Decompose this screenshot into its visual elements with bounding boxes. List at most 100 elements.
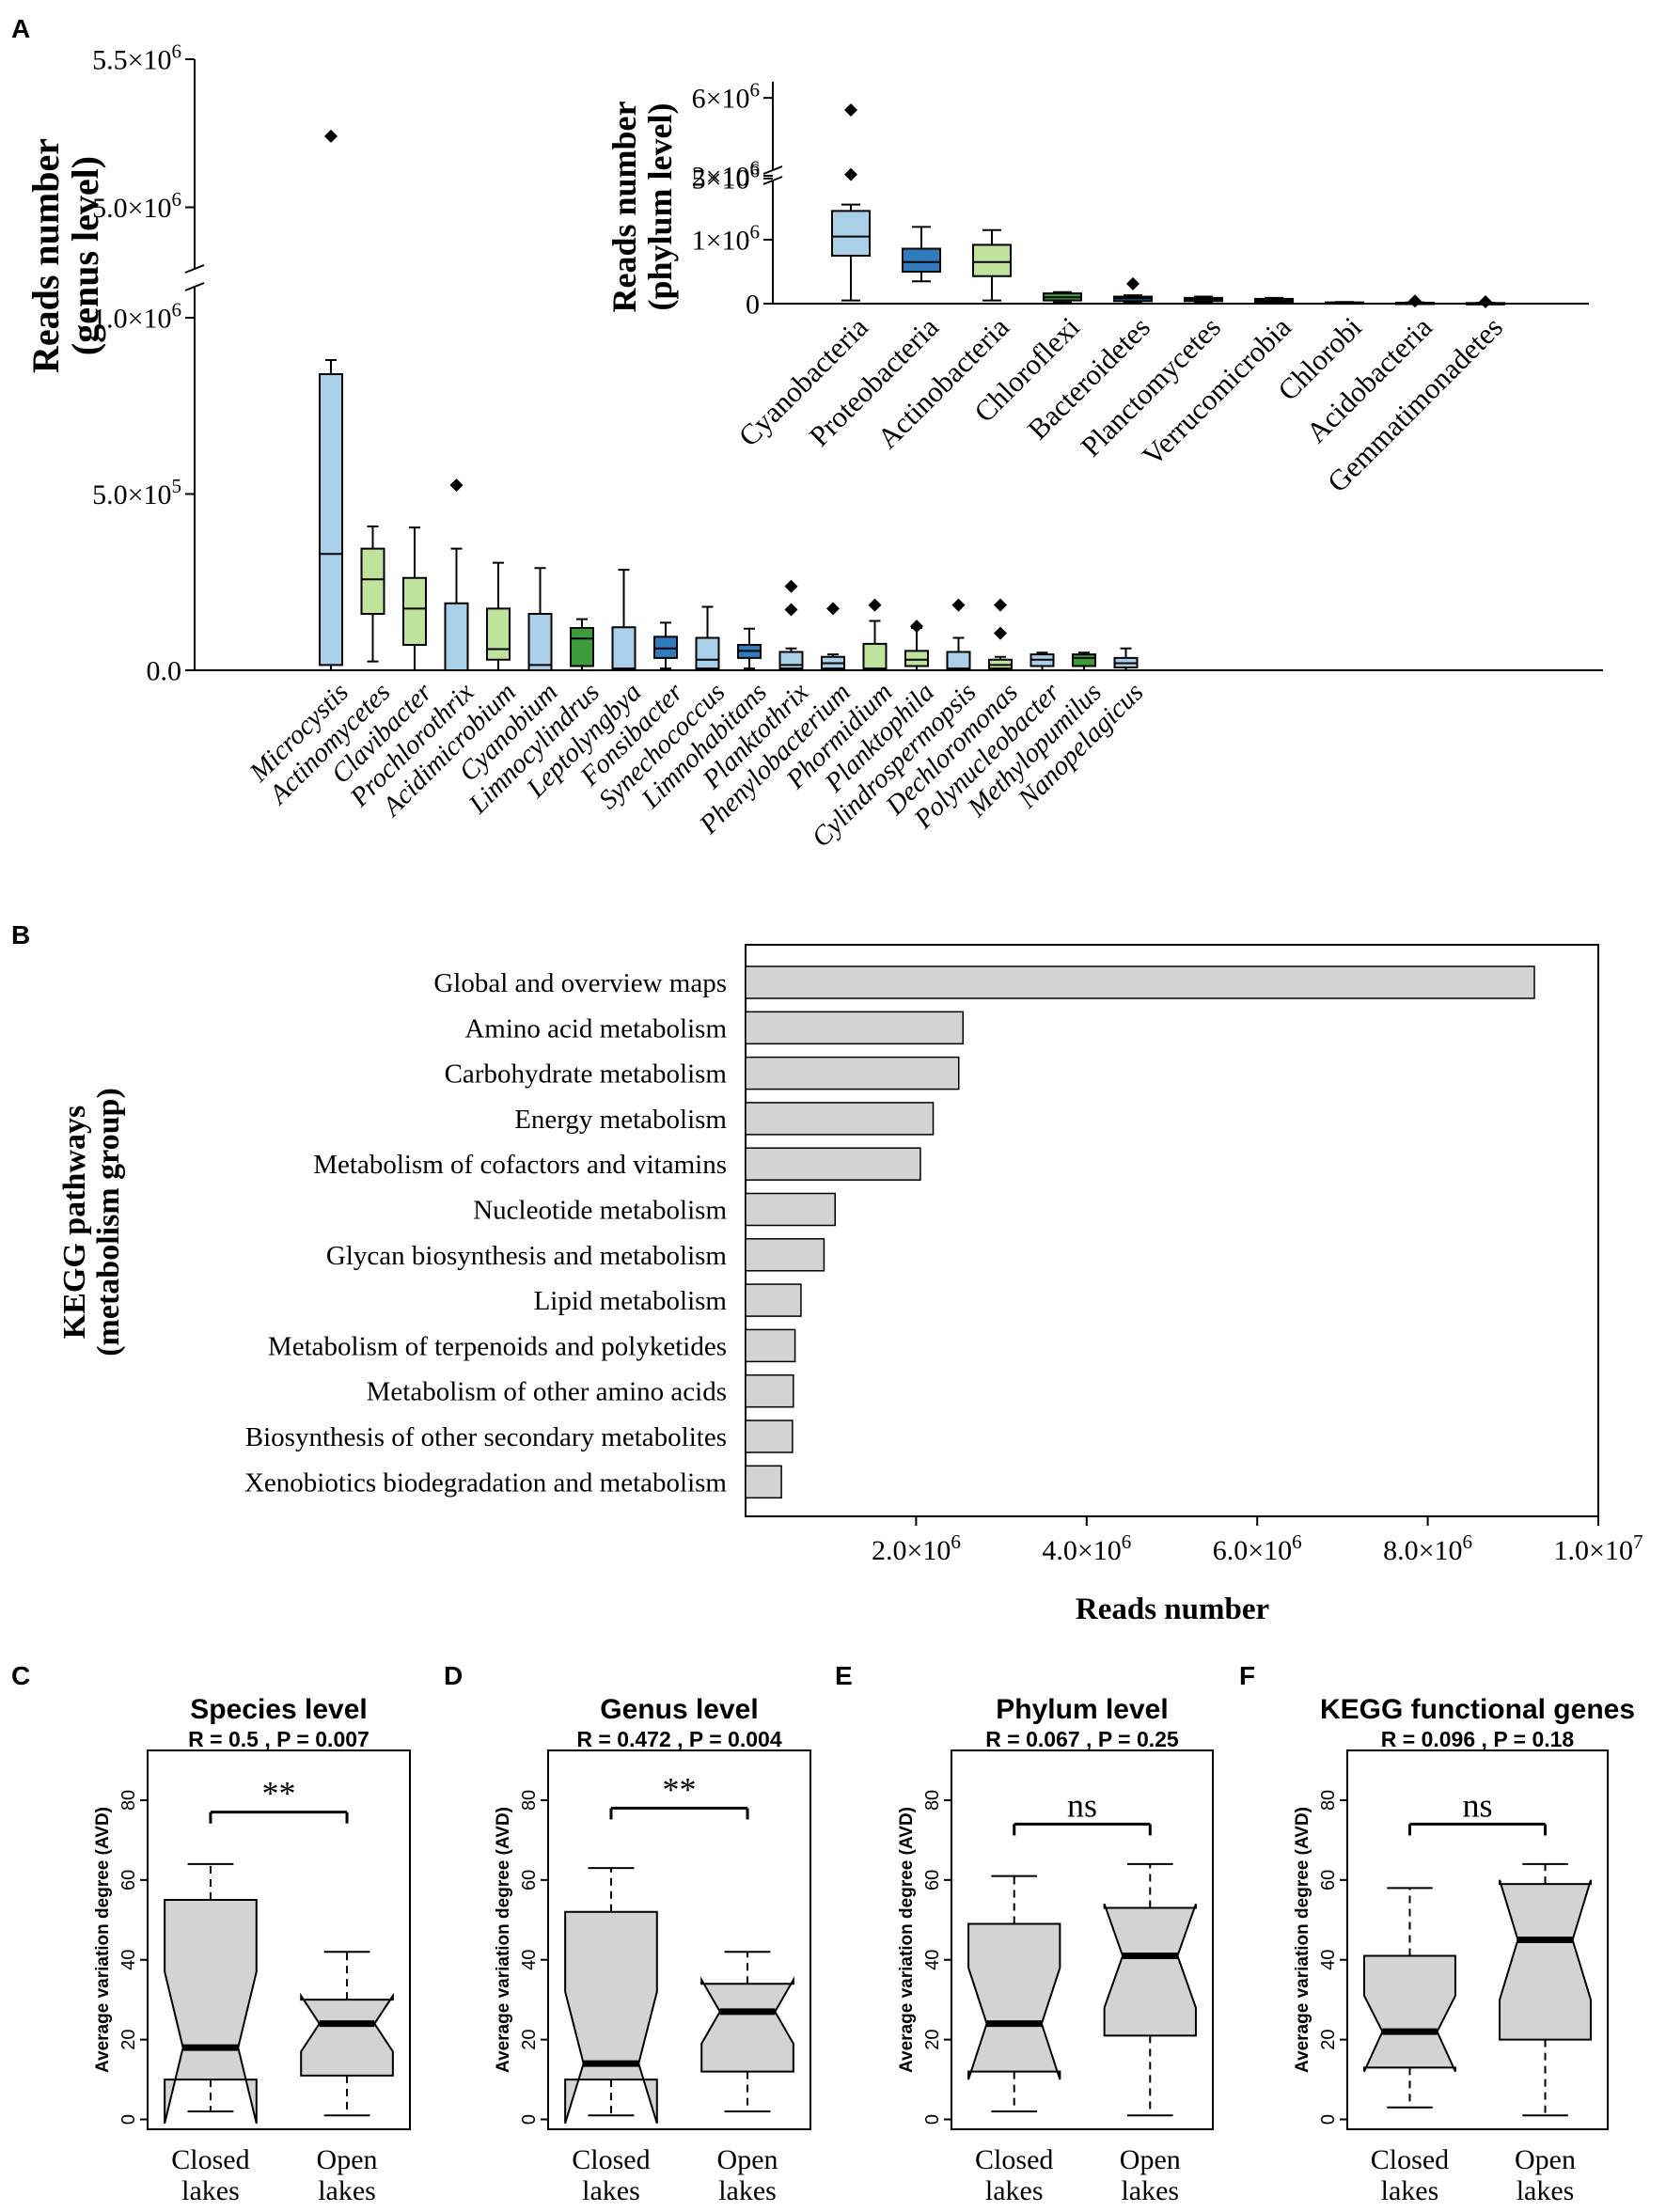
plot-frame bbox=[951, 1749, 1214, 2130]
box-nanopelagicus bbox=[1113, 647, 1139, 671]
outlier-point bbox=[324, 129, 338, 143]
box-iqr bbox=[611, 626, 637, 671]
box-iqr bbox=[486, 607, 511, 661]
bar-5 bbox=[745, 1192, 836, 1227]
bar-2 bbox=[745, 1056, 960, 1090]
y-tick-label: 60 bbox=[118, 1870, 139, 1890]
category-label: Metabolism of cofactors and vitamins bbox=[313, 1150, 727, 1180]
group-label: Open bbox=[1120, 2144, 1181, 2175]
box-methylopumilus bbox=[1072, 651, 1096, 671]
notched-box bbox=[1103, 1903, 1197, 2037]
notched-box bbox=[164, 1899, 258, 2124]
plot-frame bbox=[147, 1749, 411, 2130]
y-tick-label: 0 bbox=[746, 290, 760, 321]
box-iqr bbox=[831, 210, 871, 257]
panel-b-kegg-bar-chart: Global and overview maps Amino acid metab… bbox=[57, 944, 1642, 1626]
group-label: lakes bbox=[318, 2175, 376, 2206]
stats-text: R = 0.5 , P = 0.007 bbox=[188, 1727, 369, 1751]
y-axis-title: Average variation degree (AVD) bbox=[897, 1807, 917, 2073]
panel-letter-b: B bbox=[11, 920, 30, 949]
bar-8 bbox=[745, 1328, 796, 1363]
y-axis-title: KEGG pathways(metabolism group) bbox=[57, 1088, 126, 1357]
stats-text: R = 0.067 , P = 0.25 bbox=[985, 1727, 1179, 1751]
plot-frame bbox=[745, 944, 1599, 1517]
y-tick-label: 80 bbox=[1318, 1790, 1339, 1811]
box-actinobacteria bbox=[972, 228, 1012, 302]
outlier-point bbox=[1408, 294, 1422, 308]
box-cylindrospermopsis bbox=[946, 598, 971, 671]
x-tick-label: 6.0×106 bbox=[1213, 1530, 1302, 1566]
bar-1 bbox=[745, 1011, 965, 1045]
group-1 bbox=[300, 1951, 394, 2117]
outlier-point bbox=[994, 626, 1007, 640]
category-label: Xenobiotics biodegradation and metabolis… bbox=[244, 1467, 727, 1498]
group-label: lakes bbox=[1121, 2175, 1179, 2206]
box-iqr bbox=[527, 613, 553, 671]
bar-11 bbox=[745, 1465, 782, 1499]
box-planctomycetes bbox=[1184, 295, 1223, 304]
box-phenylobacterium bbox=[821, 602, 845, 671]
bar-9 bbox=[745, 1373, 794, 1408]
outlier-point bbox=[449, 478, 464, 493]
box-acidobacteria bbox=[1395, 294, 1435, 308]
box-microcystis bbox=[319, 129, 343, 671]
y-tick-label: 20 bbox=[922, 2029, 943, 2049]
box-phormidium bbox=[862, 598, 888, 671]
y-tick-label: 80 bbox=[922, 1790, 943, 1811]
group-label: Open bbox=[1515, 2144, 1576, 2175]
group-0 bbox=[164, 1862, 258, 2124]
notched-box bbox=[967, 1922, 1061, 2080]
bar-6 bbox=[745, 1238, 825, 1272]
y-tick-label: 5.5×106 bbox=[92, 40, 181, 76]
y-tick-label: 80 bbox=[519, 1790, 540, 1811]
group-label: lakes bbox=[985, 2175, 1044, 2206]
y-tick-label: 0 bbox=[118, 2114, 139, 2125]
y-tick-label: 20 bbox=[118, 2029, 139, 2049]
y-axis-title: Average variation degree (AVD) bbox=[494, 1807, 513, 2073]
notched-box bbox=[564, 1910, 658, 2125]
group-label: Closed bbox=[1371, 2144, 1449, 2175]
panel-letter-f: F bbox=[1239, 1661, 1255, 1690]
significance-label: ns bbox=[1067, 1786, 1097, 1824]
box-iqr bbox=[904, 650, 929, 667]
significance-label: ns bbox=[1462, 1786, 1492, 1824]
axis-break-mark bbox=[184, 282, 205, 291]
y-tick-label: 5.0×105 bbox=[92, 475, 181, 510]
y-tick-label: 40 bbox=[1318, 1950, 1339, 1970]
axis-break-mark bbox=[184, 264, 205, 274]
category-label: Metabolism of terpenoids and polyketides bbox=[268, 1331, 727, 1361]
y-tick-label: 0 bbox=[519, 2114, 540, 2125]
y-tick-label: 0.0 bbox=[147, 656, 182, 687]
bar-10 bbox=[745, 1420, 794, 1453]
box-actinomycetes bbox=[360, 526, 385, 663]
box-iqr bbox=[653, 635, 678, 659]
group-1 bbox=[700, 1951, 794, 2113]
y-axis-title: Average variation degree (AVD) bbox=[1293, 1807, 1312, 2073]
outlier-point bbox=[1126, 276, 1139, 290]
box-leptolyngbya bbox=[611, 569, 637, 671]
box-iqr bbox=[319, 373, 343, 667]
box-bacteroidetes bbox=[1113, 276, 1153, 304]
y-axis-title: Reads number(phylum level) bbox=[605, 101, 679, 312]
outlier-point bbox=[910, 620, 923, 634]
category-label: Lipid metabolism bbox=[534, 1286, 728, 1316]
group-1 bbox=[1499, 1862, 1592, 2117]
y-tick-label: 80 bbox=[118, 1790, 139, 1811]
outlier-point bbox=[826, 602, 840, 616]
axis-break-mark bbox=[762, 176, 783, 185]
group-label: Closed bbox=[171, 2144, 249, 2175]
category-label: Biosynthesis of other secondary metaboli… bbox=[245, 1422, 727, 1452]
box-planktophila bbox=[904, 620, 929, 671]
outlier-point bbox=[784, 603, 798, 617]
y-tick-label: 60 bbox=[519, 1870, 540, 1890]
stats-text: R = 0.472 , P = 0.004 bbox=[576, 1727, 781, 1751]
y-tick-label: 40 bbox=[922, 1950, 943, 1970]
y-tick-label: 0 bbox=[1318, 2114, 1339, 2125]
group-0 bbox=[1363, 1887, 1456, 2109]
y-tick-label: 40 bbox=[519, 1950, 540, 1970]
category-label: Glycan biosynthesis and metabolism bbox=[326, 1241, 728, 1271]
box-synechococcus bbox=[695, 605, 720, 671]
